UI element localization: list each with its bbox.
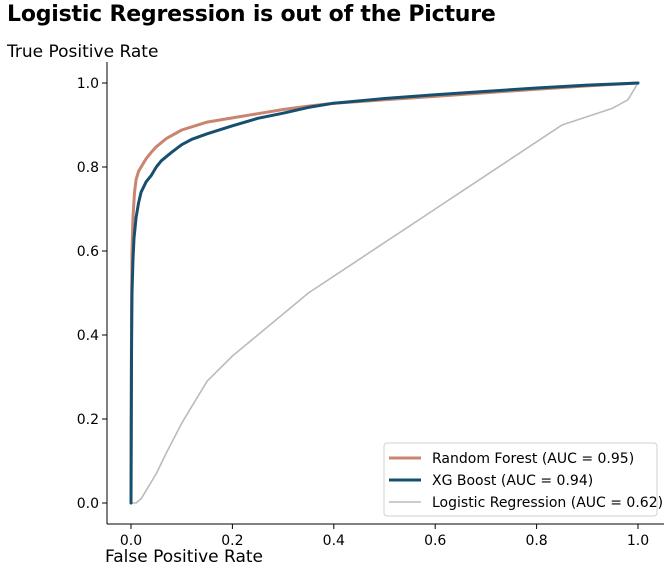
series-line-0 [129,81,640,505]
chart-title: Logistic Regression is out of the Pictur… [7,2,496,27]
axes: 0.0 0.2 0.4 0.6 0.8 1.0 0.0 0.2 0.4 0.6 0.8 1.0 [77,62,664,549]
y-tick-label: 0.0 [77,496,99,512]
legend-entry: XG Boost (AUC = 0.94) [432,473,593,489]
legend-box [383,442,658,517]
legend-entry: Logistic Regression (AUC = 0.62) [432,495,663,511]
x-tick-label: 0.6 [424,533,446,549]
x-tick-label: 0.0 [120,533,142,549]
y-axis-title: True Positive Rate [7,42,159,62]
legend-entry: Random Forest (AUC = 0.95) [432,451,634,467]
y-tick-label: 1.0 [77,76,99,92]
x-tick-label: 0.8 [525,533,547,549]
series-lines [129,81,640,505]
series-line-1 [129,81,640,505]
y-tick-label: 0.6 [77,244,99,260]
series-line-2 [130,82,639,504]
y-tick-label: 0.8 [77,160,99,176]
x-tick-label: 0.4 [323,533,345,549]
y-tick-label: 0.2 [77,412,99,428]
x-tick-label: 1.0 [627,533,649,549]
x-tick-label: 0.2 [221,533,243,549]
legend: Random Forest (AUC = 0.95) XG Boost (AUC … [383,442,663,517]
x-axis-title: False Positive Rate [105,547,263,567]
y-tick-label: 0.4 [77,328,99,344]
